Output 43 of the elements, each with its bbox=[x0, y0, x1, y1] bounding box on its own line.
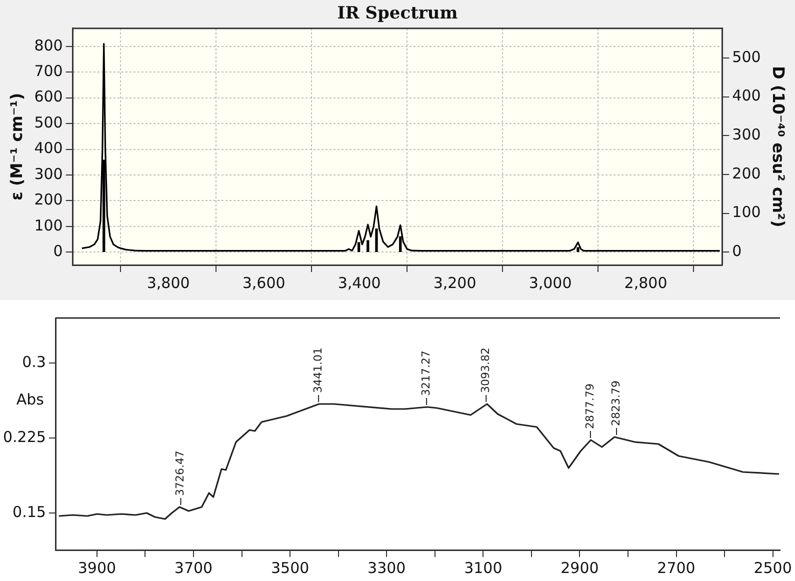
x-tick-label: 3,000 bbox=[528, 274, 572, 292]
y-tick-label: 0.3 bbox=[22, 352, 46, 371]
y2-tick-label: 0 bbox=[732, 242, 742, 260]
y2-tick-label: 400 bbox=[732, 86, 761, 105]
y-tick-label: 400 bbox=[34, 139, 63, 158]
bar bbox=[366, 240, 370, 252]
y-tick-label: 300 bbox=[34, 164, 63, 183]
x-tick-label: 3,400 bbox=[338, 274, 381, 292]
y-axis-title: Abs bbox=[16, 390, 44, 408]
y-tick-label: 100 bbox=[34, 216, 63, 234]
y-tick-label: 200 bbox=[34, 190, 63, 209]
y-tick-label: 600 bbox=[34, 88, 63, 106]
y-tick-label: 500 bbox=[34, 113, 63, 132]
x-tick-label: 3700 bbox=[174, 558, 213, 577]
y2-axis-title: D (10⁻⁴⁰ esu² cm²) bbox=[769, 66, 788, 228]
y-axis-title: ε (M⁻¹ cm⁻¹) bbox=[6, 92, 26, 201]
chart-title: IR Spectrum bbox=[337, 4, 458, 24]
x-tick-label: 2,800 bbox=[624, 274, 668, 292]
annotation: 2877.79 bbox=[583, 384, 596, 429]
y2-tick-label: 300 bbox=[732, 126, 761, 144]
annotation: 3217.27 bbox=[419, 350, 432, 396]
y2-tick-label: 500 bbox=[732, 48, 761, 66]
annotation: 2823.79 bbox=[609, 380, 622, 426]
x-tick-label: 3900 bbox=[78, 558, 116, 577]
x-tick-label: 3,200 bbox=[433, 274, 476, 292]
annotation: 3093.82 bbox=[479, 348, 492, 393]
annotation: 3726.47 bbox=[174, 450, 187, 496]
x-tick-label: 2500 bbox=[754, 558, 792, 577]
y-tick-label: 700 bbox=[34, 62, 63, 80]
x-tick-label: 3100 bbox=[464, 558, 502, 577]
x-tick-label: 3,600 bbox=[242, 274, 286, 292]
y2-tick-label: 100 bbox=[732, 203, 761, 222]
x-tick-label: 2900 bbox=[560, 558, 599, 577]
y2-tick-label: 200 bbox=[732, 164, 761, 182]
x-tick-label: 3,800 bbox=[146, 274, 190, 292]
y-tick-label: 0.225 bbox=[2, 428, 46, 446]
x-tick-label: 2700 bbox=[657, 558, 696, 577]
y-tick-label: 0 bbox=[53, 242, 63, 260]
y-tick-label: 0.15 bbox=[12, 502, 46, 521]
annotation: 3441.01 bbox=[311, 348, 324, 393]
x-tick-label: 3300 bbox=[368, 558, 406, 577]
x-tick-label: 3500 bbox=[270, 558, 310, 577]
y-tick-label: 800 bbox=[34, 36, 63, 54]
